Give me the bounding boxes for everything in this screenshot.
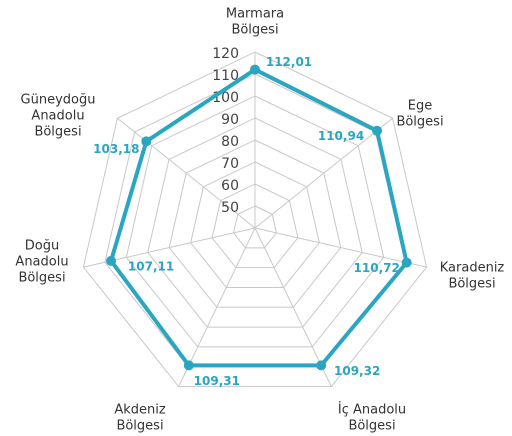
spoke	[254, 227, 332, 387]
r-tick-label: 120	[212, 46, 239, 62]
r-tick-label: 50	[221, 200, 239, 216]
category-label: Bölgesi	[34, 125, 81, 140]
category-label: Bölgesi	[231, 23, 278, 38]
grid-ring	[125, 95, 385, 348]
grid-ring	[147, 117, 363, 328]
value-label: 107,11	[128, 259, 174, 273]
value-label: 110,72	[354, 261, 400, 275]
spoke	[254, 227, 427, 268]
r-tick-label: 90	[221, 112, 239, 128]
spoke	[178, 227, 256, 387]
r-tick-label: 110	[212, 68, 239, 84]
value-label: 110,94	[318, 129, 364, 143]
category-label: Akdeniz	[114, 403, 166, 418]
category-label: Karadeniz	[440, 261, 505, 276]
category-label: Güneydoğu	[21, 93, 96, 108]
category-label: Doğu	[25, 239, 59, 254]
value-label: 103,18	[93, 142, 139, 156]
category-label: Marmara	[226, 7, 284, 22]
category-label: Ege	[408, 99, 432, 114]
category-label: Bölgesi	[116, 419, 163, 434]
r-tick-label: 60	[221, 178, 239, 194]
value-label: 109,31	[194, 374, 240, 388]
data-point	[106, 255, 117, 266]
data-point	[250, 64, 260, 75]
value-label: 109,32	[334, 364, 380, 378]
r-tick-label: 80	[221, 134, 239, 150]
data-point	[141, 136, 152, 147]
grid-ring	[211, 183, 299, 269]
category-label: Anadolu	[15, 255, 68, 270]
spoke	[117, 117, 256, 229]
category-label: Bölgesi	[448, 277, 495, 292]
category-label: Bölgesi	[18, 271, 65, 286]
category-label: Bölgesi	[396, 115, 443, 130]
category-label: İç Anadolu	[338, 402, 406, 418]
category-label: Bölgesi	[348, 419, 395, 434]
r-tick-label: 100	[212, 90, 239, 106]
data-point	[316, 360, 327, 371]
data-point	[372, 125, 383, 136]
grid-ring	[233, 205, 277, 249]
value-label: 112,01	[266, 55, 312, 69]
r-tick-label: 70	[221, 156, 239, 172]
category-label: Anadolu	[31, 109, 84, 124]
data-point	[401, 257, 412, 268]
data-point	[183, 360, 194, 371]
series-line	[109, 67, 409, 368]
grid-ring	[168, 139, 342, 308]
spoke	[254, 117, 393, 229]
grid-ring	[82, 51, 428, 388]
grid-ring	[190, 161, 320, 288]
